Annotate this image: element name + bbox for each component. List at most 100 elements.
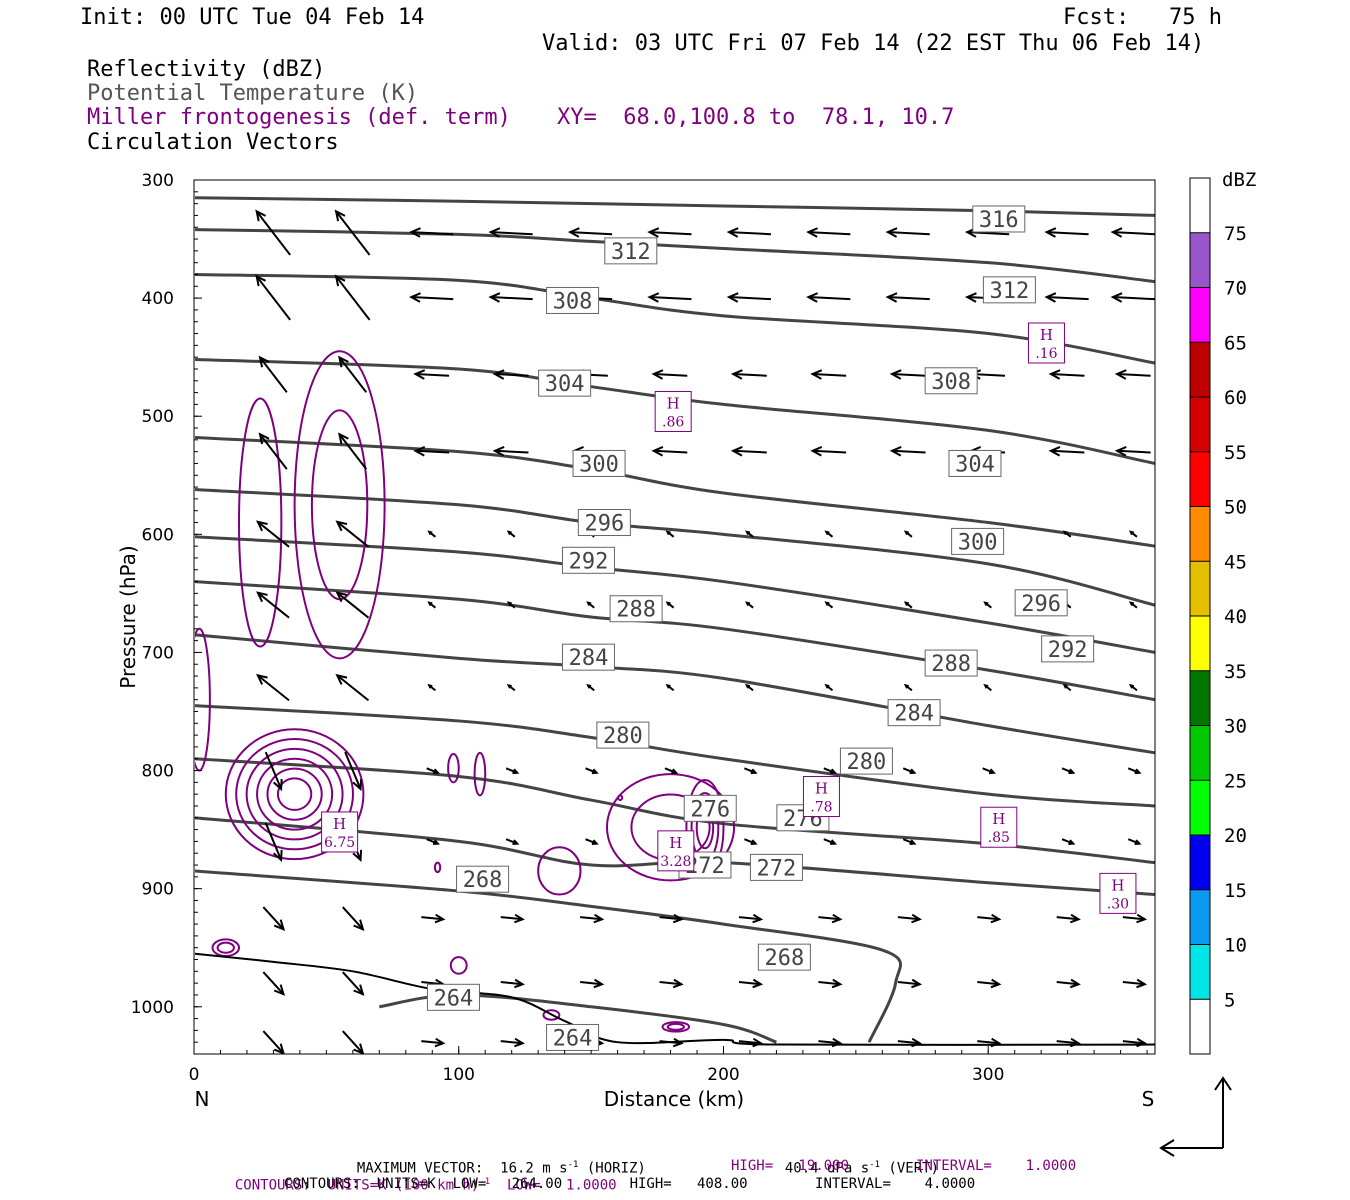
fronto-max-value: .16 bbox=[1035, 346, 1057, 362]
vector-shaft bbox=[262, 971, 285, 995]
vector-head bbox=[752, 978, 764, 989]
max-vector-vert-line: 40.4 dPa s-1 (VERT) bbox=[768, 1141, 939, 1177]
vector-arrow bbox=[665, 530, 675, 538]
contour-labels: 316 312 312 308 308 304 304 300 300 296 296 292 292 2… bbox=[321, 205, 1137, 1051]
y-tick-label: 400 bbox=[142, 289, 174, 309]
theta-label-304: 304 bbox=[955, 452, 995, 477]
y-tick-label: 600 bbox=[142, 525, 174, 545]
south-end-label: S bbox=[1142, 1087, 1155, 1111]
vector-shaft bbox=[338, 356, 368, 393]
vector-arrow bbox=[492, 369, 529, 380]
vector-shaft bbox=[653, 373, 688, 377]
vector-arrow bbox=[1110, 292, 1155, 303]
vector-arrow bbox=[580, 978, 605, 989]
vector-head bbox=[903, 683, 910, 689]
vector-arrow bbox=[738, 978, 764, 989]
vector-arrow bbox=[255, 274, 291, 321]
colorbar-bin bbox=[1190, 397, 1210, 452]
vector-arrow bbox=[258, 355, 288, 393]
fronto-max-value: .30 bbox=[1107, 896, 1129, 912]
vector-shaft bbox=[738, 1040, 761, 1045]
fronto-max-box bbox=[802, 776, 840, 818]
theta-contour-268 bbox=[195, 869, 903, 1043]
fronto-interval: INTERVAL= 1.0000 bbox=[916, 1158, 1077, 1174]
colorbar-bin bbox=[1190, 889, 1210, 945]
vector-shaft bbox=[415, 449, 450, 454]
vector-shaft bbox=[1050, 449, 1085, 454]
fronto-contour bbox=[224, 728, 365, 861]
vector-arrow bbox=[1044, 227, 1089, 238]
theta-label-308: 308 bbox=[553, 289, 593, 314]
colorbar-level: 20 bbox=[1224, 825, 1247, 847]
theta-label-296: 296 bbox=[1021, 592, 1061, 617]
vector-head bbox=[831, 913, 843, 924]
vector-head bbox=[726, 227, 739, 238]
vector-arrow bbox=[338, 432, 368, 470]
vector-head bbox=[353, 919, 365, 931]
vector-arrow bbox=[335, 673, 370, 702]
colorbar-bin bbox=[1190, 232, 1210, 288]
vector-shaft bbox=[1116, 449, 1151, 454]
vector-head bbox=[1128, 601, 1135, 607]
theta-contour-308 bbox=[195, 273, 1155, 365]
vector-head bbox=[810, 369, 823, 380]
vector-arrow bbox=[824, 601, 834, 609]
vector-arrow bbox=[983, 683, 992, 692]
vector-arrow bbox=[977, 913, 1002, 924]
field-theta: Potential Temperature (K) bbox=[87, 81, 419, 106]
sup1: -1 bbox=[567, 1160, 579, 1170]
vector-head bbox=[750, 839, 758, 845]
fronto-max-letter: H bbox=[667, 394, 680, 412]
vector-arrow bbox=[506, 683, 516, 692]
vector-head bbox=[593, 913, 605, 924]
vector-shaft bbox=[262, 1030, 285, 1054]
vector-head bbox=[831, 978, 843, 989]
theta-label-box bbox=[604, 237, 658, 265]
colorbar-level: 5 bbox=[1224, 989, 1235, 1011]
max-vector-horiz-unit: (HORIZ) bbox=[578, 1160, 646, 1177]
vector-arrow bbox=[745, 683, 754, 692]
vector-shaft bbox=[733, 373, 767, 377]
vector-shaft bbox=[808, 296, 851, 301]
vector-head bbox=[272, 778, 283, 792]
fronto-contour bbox=[449, 956, 468, 975]
vector-arrow bbox=[664, 767, 679, 775]
fronto-contour bbox=[235, 738, 355, 851]
vector-arrow bbox=[818, 978, 843, 989]
theta-label-308: 308 bbox=[931, 370, 971, 395]
theta-label-box bbox=[948, 449, 1002, 477]
vector-arrow bbox=[342, 971, 365, 996]
vector-head bbox=[1110, 227, 1123, 238]
theta-contour-300 bbox=[195, 436, 1155, 548]
vector-head bbox=[352, 849, 363, 862]
colorbar-level: 60 bbox=[1224, 387, 1247, 409]
fronto-max-box bbox=[654, 390, 692, 432]
colorbar-level: 35 bbox=[1224, 661, 1247, 683]
vector-head bbox=[567, 227, 580, 238]
terrain-surface bbox=[195, 952, 1155, 1046]
vector-arrow bbox=[426, 838, 440, 845]
vector-arrow bbox=[738, 1037, 764, 1048]
y-tick-label: 900 bbox=[142, 880, 174, 900]
vector-arrow bbox=[1062, 683, 1072, 692]
y-tick-label: 300 bbox=[142, 171, 174, 191]
vector-head bbox=[1069, 913, 1081, 924]
vector-arrow bbox=[586, 683, 595, 692]
vector-arrow bbox=[506, 601, 516, 609]
vector-arrow bbox=[982, 767, 996, 775]
colorbar-bin bbox=[1190, 780, 1210, 835]
vector-shaft bbox=[494, 373, 529, 377]
fronto-max-letter: H bbox=[333, 815, 346, 833]
fronto-units: CONTOURS: UNITS=K (100 km h) bbox=[234, 1177, 480, 1194]
colorbar-level: 75 bbox=[1224, 223, 1247, 245]
vector-arrow bbox=[1122, 978, 1148, 989]
vector-arrow bbox=[255, 209, 291, 256]
vector-shaft bbox=[659, 981, 682, 986]
vector-shaft bbox=[335, 210, 371, 256]
vector-head bbox=[988, 768, 996, 775]
vector-shaft bbox=[342, 906, 364, 930]
vector-arrow bbox=[983, 601, 992, 609]
vector-head bbox=[889, 445, 902, 457]
vector-head bbox=[432, 839, 440, 845]
